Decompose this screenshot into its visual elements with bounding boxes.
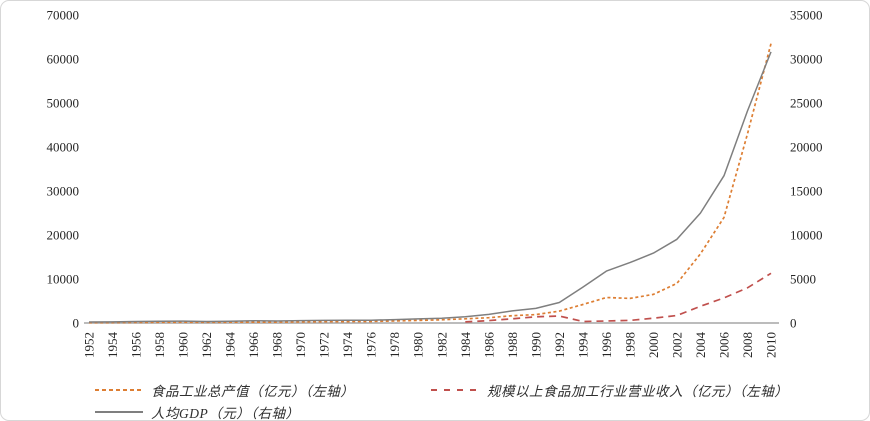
x-axis-tick-label: 1962 (199, 332, 214, 358)
x-axis-tick-label: 1966 (246, 332, 261, 359)
x-axis-tick-label: 1980 (411, 332, 426, 358)
x-axis-tick-label: 1958 (152, 332, 167, 358)
left-axis-tick-label: 30000 (47, 184, 80, 199)
x-axis-tick-label: 1972 (317, 332, 332, 358)
x-axis-tick-label: 1964 (223, 332, 238, 359)
x-axis-tick-label: 1996 (599, 332, 614, 359)
x-axis-tick-label: 1994 (575, 332, 590, 359)
line-chart: 7000060000500004000030000200001000003500… (47, 8, 823, 359)
legend-item-food-industry-output: 食品工业总产值（亿元）（左轴） (95, 380, 354, 400)
gray-solid-line-icon (95, 411, 143, 413)
x-axis-tick-label: 1988 (505, 332, 520, 358)
red-dashed-line-icon (431, 389, 479, 391)
left-axis-tick-label: 10000 (47, 272, 80, 287)
x-axis-tick-label: 1992 (552, 332, 567, 358)
x-axis-tick-label: 2008 (740, 332, 755, 358)
x-axis-tick-label: 1998 (622, 332, 637, 358)
right-axis-tick-label: 25000 (790, 96, 823, 111)
x-axis-tick-label: 1954 (105, 332, 120, 359)
left-axis-tick-label: 40000 (47, 140, 80, 155)
right-axis-tick-label: 0 (790, 316, 797, 331)
x-axis-tick-label: 1986 (481, 332, 496, 359)
right-axis-tick-label: 20000 (790, 140, 823, 155)
x-axis-tick-label: 1952 (82, 332, 97, 358)
legend-label-processing-revenue: 规模以上食品加工行业营业收入（亿元）（左轴） (487, 384, 789, 399)
left-axis-tick-label: 20000 (47, 228, 80, 243)
orange-dotted-line-icon (95, 389, 143, 391)
left-axis-tick-label: 50000 (47, 96, 80, 111)
right-axis-tick-label: 15000 (790, 184, 823, 199)
legend-item-gdp-per-capita: 人均GDP（元）（右轴） (95, 402, 300, 421)
x-axis-tick-label: 2006 (716, 332, 731, 359)
x-axis-tick-label: 1956 (129, 332, 144, 359)
series-line-0 (89, 43, 772, 324)
x-axis-tick-label: 2004 (693, 332, 708, 359)
x-axis-tick-label: 1974 (340, 332, 355, 359)
legend-label-gdp-per-capita: 人均GDP（元）（右轴） (151, 406, 300, 421)
x-axis-tick-label: 1982 (434, 332, 449, 358)
legend-item-processing-revenue: 规模以上食品加工行业营业收入（亿元）（左轴） (431, 380, 788, 400)
left-axis-tick-label: 0 (73, 316, 80, 331)
x-axis-tick-label: 1960 (176, 332, 191, 358)
left-axis-tick-label: 60000 (47, 52, 80, 67)
right-axis-tick-label: 35000 (790, 8, 823, 23)
x-axis-tick-label: 1984 (458, 332, 473, 359)
legend-label-food-industry-output: 食品工业总产值（亿元）（左轴） (151, 384, 355, 399)
x-axis-tick-label: 1978 (387, 332, 402, 358)
x-axis-tick-label: 1990 (528, 332, 543, 358)
x-axis-tick-label: 2002 (669, 332, 684, 358)
series-line-1 (465, 272, 772, 323)
x-axis-tick-label: 1970 (293, 332, 308, 358)
right-axis-tick-label: 10000 (790, 228, 823, 243)
x-axis-tick-label: 1968 (270, 332, 285, 358)
series-line-2 (88, 51, 772, 323)
x-axis-tick-label: 2010 (764, 332, 779, 358)
right-axis-tick-label: 5000 (790, 272, 816, 287)
x-axis-tick-label: 2000 (646, 332, 661, 358)
right-axis-tick-label: 30000 (790, 52, 823, 67)
x-axis-tick-label: 1976 (364, 332, 379, 359)
left-axis-tick-label: 70000 (47, 8, 80, 23)
